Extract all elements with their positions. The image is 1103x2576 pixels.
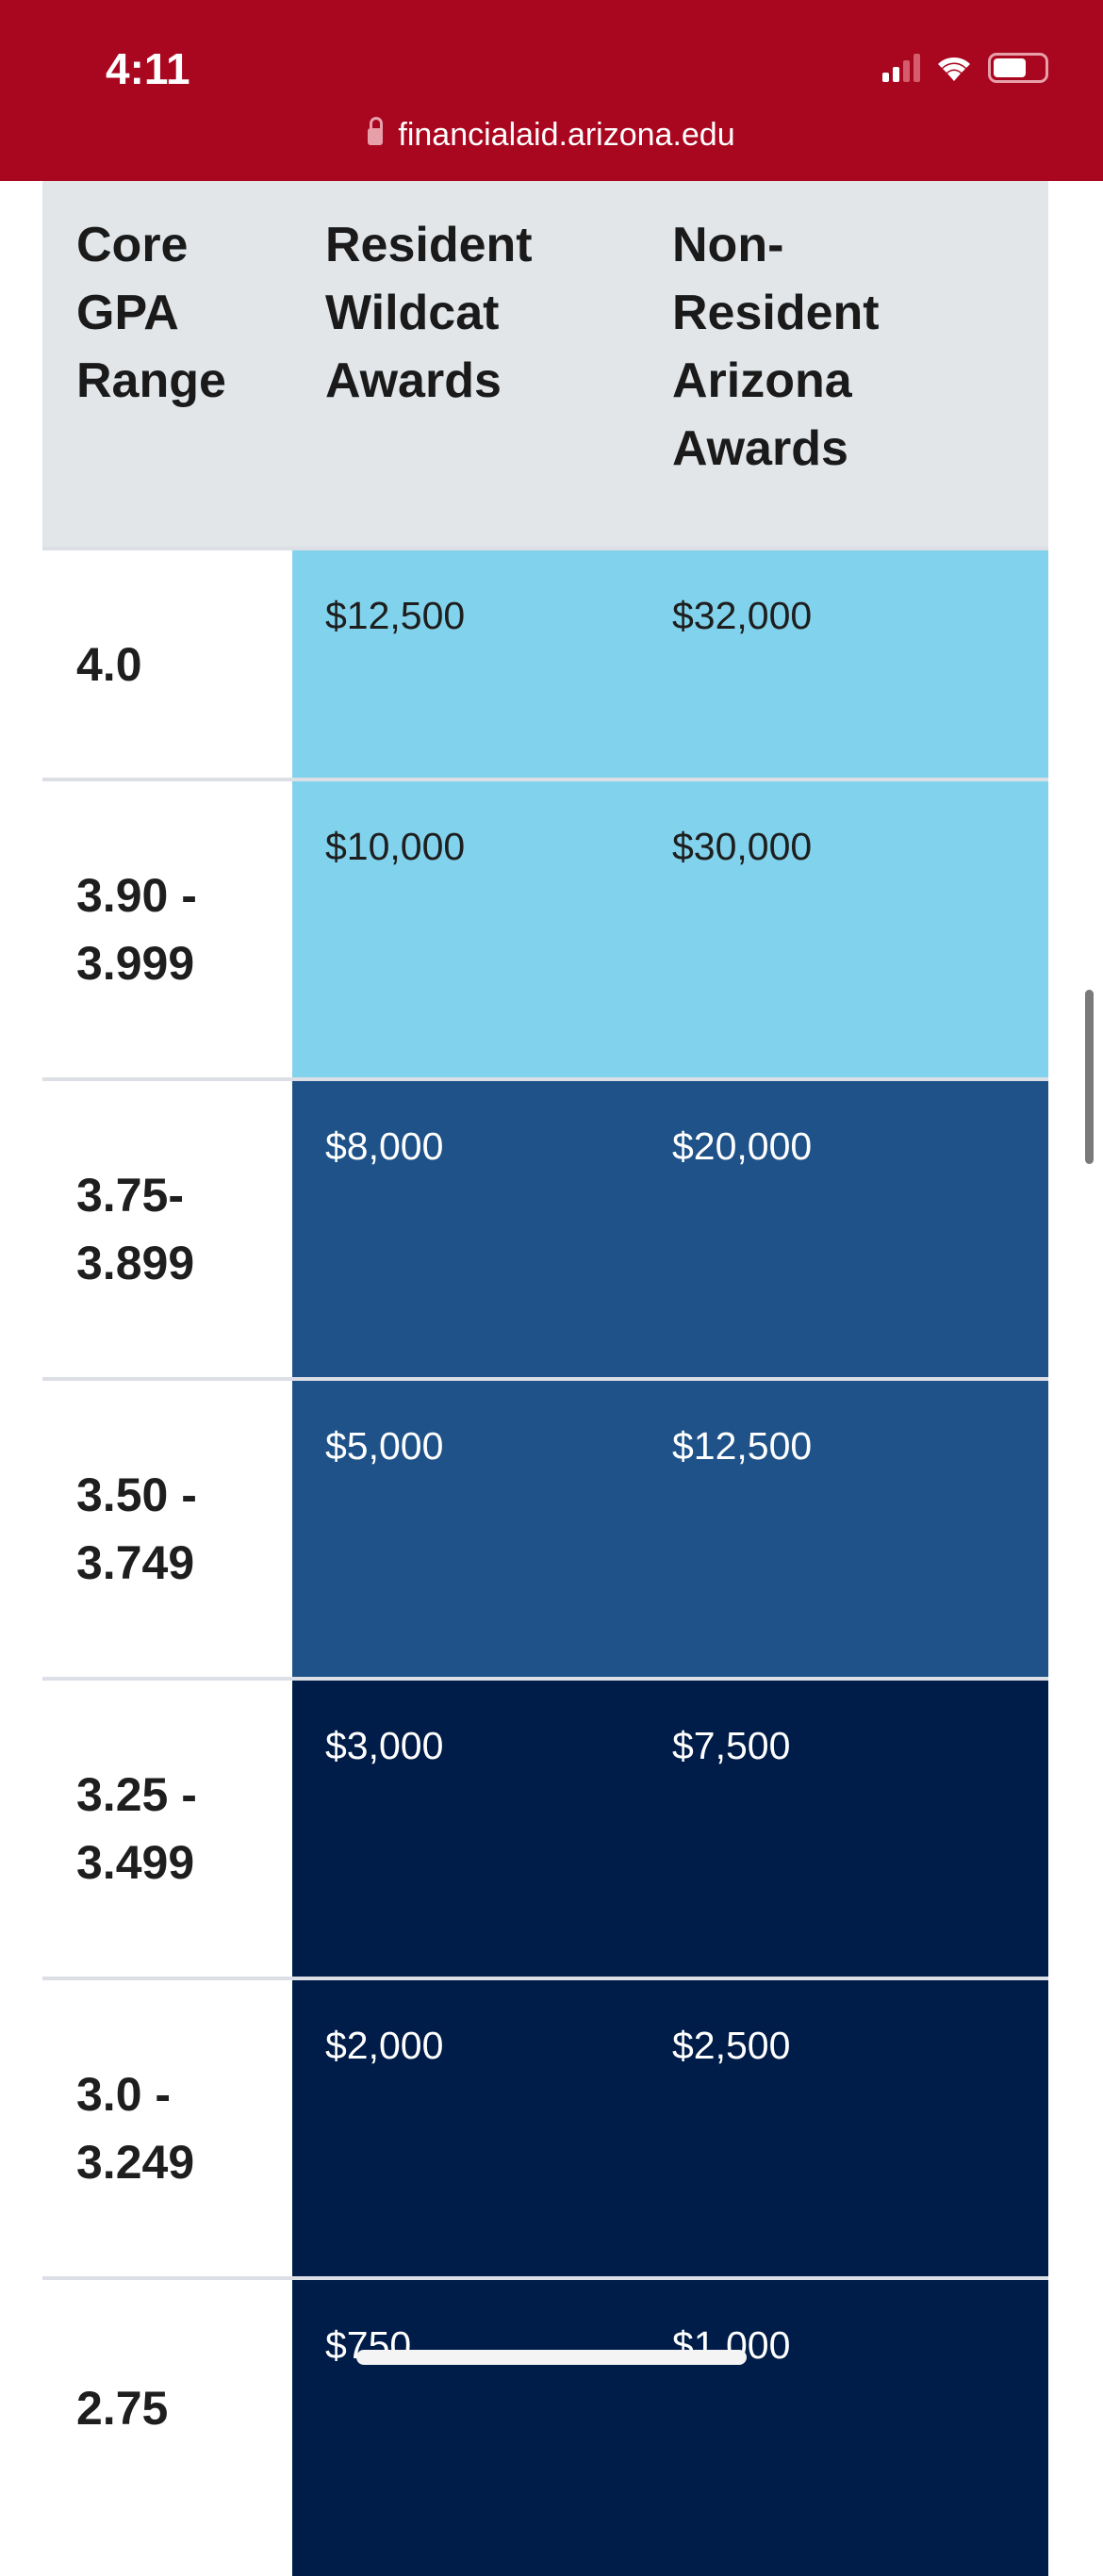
award-cell: $5,000 $12,500 [292, 1381, 1048, 1677]
resident-award: $2,000 [325, 2024, 444, 2067]
award-cell: $2,000 $2,500 [292, 1980, 1048, 2276]
clock: 4:11 [106, 44, 190, 93]
table-row: 3.25 - 3.499 $3,000 $7,500 [42, 1677, 1048, 1977]
browser-status-bar: 4:11 financialaid.arizona.edu [0, 0, 1103, 181]
gpa-range: 2.75 [42, 2374, 292, 2442]
nonresident-award: $2,500 [672, 2024, 791, 2067]
award-cell: $8,000 $20,000 [292, 1081, 1048, 1377]
gpa-range: 3.25 - 3.499 [42, 1681, 292, 1977]
resident-award: $12,500 [325, 594, 466, 637]
award-cell: $3,000 $7,500 [292, 1681, 1048, 1977]
resident-award: $10,000 [325, 825, 466, 868]
resident-award: $8,000 [325, 1124, 444, 1168]
resident-award: $3,000 [325, 1724, 444, 1767]
awards-table: Core GPA Range Resident Wildcat Awards N… [42, 181, 1048, 2576]
nonresident-award: $30,000 [672, 825, 813, 868]
header-gpa: Core GPA Range [76, 218, 226, 408]
table-header: Core GPA Range Resident Wildcat Awards N… [42, 181, 1048, 547]
gpa-range: 3.90 - 3.999 [42, 781, 292, 1077]
award-cell: $10,000 $30,000 [292, 781, 1048, 1077]
lock-icon [368, 117, 384, 145]
table-row: 2.75 $750 $1,000 [42, 2276, 1048, 2576]
nonresident-award: $20,000 [672, 1124, 813, 1168]
cellular-signal-icon [882, 54, 920, 82]
nonresident-award: $7,500 [672, 1724, 791, 1767]
gpa-range: 3.50 - 3.749 [42, 1381, 292, 1677]
table-row: 3.75- 3.899 $8,000 $20,000 [42, 1077, 1048, 1377]
address-bar[interactable]: financialaid.arizona.edu [0, 117, 1103, 154]
award-cell: $750 $1,000 [292, 2280, 1048, 2576]
url-text: financialaid.arizona.edu [398, 117, 735, 153]
home-indicator[interactable] [356, 2350, 747, 2365]
gpa-range: 3.0 - 3.249 [42, 1980, 292, 2276]
scrollbar[interactable] [1085, 990, 1094, 1164]
award-cell: $12,500 $32,000 [292, 550, 1048, 778]
table-row: 3.50 - 3.749 $5,000 $12,500 [42, 1377, 1048, 1677]
gpa-range: 4.0 [42, 550, 292, 778]
wifi-icon [938, 57, 970, 81]
gpa-range: 3.75- 3.899 [42, 1081, 292, 1377]
nonresident-award: $12,500 [672, 1424, 813, 1468]
table-row: 3.90 - 3.999 $10,000 $30,000 [42, 778, 1048, 1077]
battery-icon [988, 53, 1048, 83]
header-resident: Resident Wildcat Awards [325, 218, 533, 408]
table-row: 4.0 $12,500 $32,000 [42, 547, 1048, 778]
header-nonresident: Non-Resident Arizona Awards [672, 218, 880, 476]
nonresident-award: $32,000 [672, 594, 813, 637]
table-row: 3.0 - 3.249 $2,000 $2,500 [42, 1977, 1048, 2276]
resident-award: $5,000 [325, 1424, 444, 1468]
